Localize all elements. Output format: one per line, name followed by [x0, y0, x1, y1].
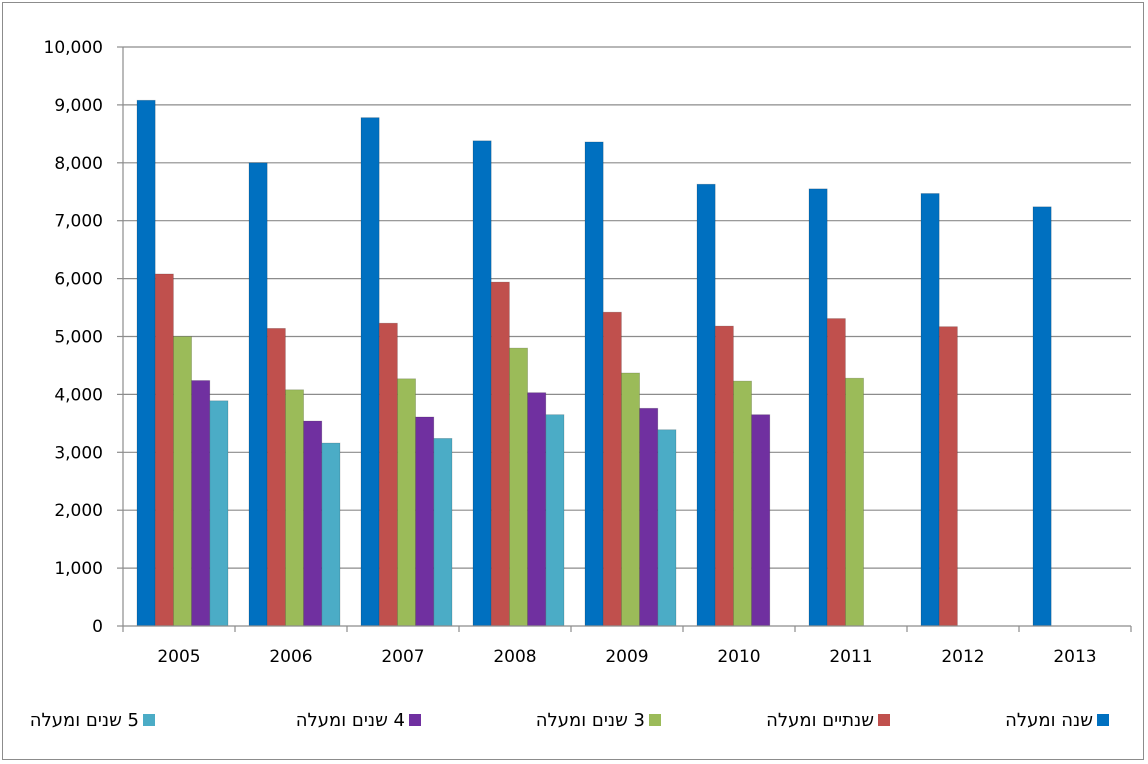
bar [248, 162, 268, 627]
legend-swatch [409, 714, 421, 726]
x-tick-label: 2013 [1053, 647, 1096, 667]
bar [321, 442, 341, 627]
bar [508, 347, 528, 627]
bar [360, 117, 380, 627]
bar [545, 414, 565, 627]
bar [490, 281, 510, 627]
bar [191, 380, 211, 627]
bar [209, 400, 229, 627]
bar [433, 438, 453, 627]
bar [845, 377, 865, 627]
legend-label: שנתיים ומעלה [766, 710, 874, 731]
legend-label: 4 שנים ומעלה [296, 710, 405, 731]
legend-swatch [1097, 714, 1109, 726]
bar [472, 140, 492, 627]
y-tick-label: 0 [92, 617, 103, 637]
bar [696, 183, 716, 627]
bar [602, 311, 622, 627]
bar [938, 326, 958, 627]
bar [154, 273, 174, 627]
x-tick-label: 2011 [829, 647, 872, 667]
legend-swatch [878, 714, 890, 726]
bar [266, 327, 286, 627]
legend-swatch [143, 714, 155, 726]
y-tick-label: 5,000 [54, 328, 103, 348]
bar [920, 193, 940, 627]
x-tick-label: 2012 [941, 647, 984, 667]
legend-label: 5 שנים ומעלה [30, 710, 139, 731]
legend-swatch [649, 714, 661, 726]
x-tick-label: 2009 [605, 647, 648, 667]
bar [639, 407, 659, 627]
y-tick-label: 9,000 [54, 96, 103, 116]
y-tick-label: 3,000 [54, 443, 103, 463]
bar [621, 372, 641, 627]
y-tick-label: 8,000 [54, 154, 103, 174]
y-tick-label: 4,000 [54, 385, 103, 405]
bar [378, 322, 398, 627]
bar [303, 420, 323, 627]
bar [527, 392, 547, 627]
bar [714, 325, 734, 627]
x-axis-ticks: 2005 2006 2007 2008 2009 2010 2011 2012 2013 [157, 647, 1096, 667]
x-tick-label: 2007 [381, 647, 424, 667]
x-tick-label: 2005 [157, 647, 200, 667]
bar [657, 429, 677, 627]
bar [826, 318, 846, 627]
bar [396, 378, 416, 627]
bar [172, 336, 192, 627]
y-tick-label: 6,000 [54, 270, 103, 290]
legend-label: שנה ומעלה [1005, 710, 1093, 731]
x-tick-label: 2006 [269, 647, 312, 667]
axes [117, 46, 1132, 632]
bars [136, 99, 1052, 627]
legend-label: 3 שנים ומעלה [536, 710, 645, 731]
x-tick-label: 2008 [493, 647, 536, 667]
bar [136, 99, 156, 627]
y-tick-label: 2,000 [54, 501, 103, 521]
y-tick-label: 10,000 [44, 38, 103, 58]
bar [284, 389, 304, 627]
y-tick-label: 7,000 [54, 212, 103, 232]
bar [584, 141, 604, 627]
y-axis-ticks: 0 1,000 2,000 3,000 4,000 5,000 6,000 7,000 8,00… [44, 38, 103, 637]
x-tick-label: 2010 [717, 647, 760, 667]
bar [415, 416, 435, 627]
legend: שנה ומעלה שנתיים ומעלה 3 שנים ומעלה 4 שנים … [30, 710, 1109, 731]
bar [751, 414, 771, 627]
bar [733, 380, 753, 627]
y-tick-label: 1,000 [54, 559, 103, 579]
bar [1032, 206, 1052, 627]
bar [808, 188, 828, 627]
